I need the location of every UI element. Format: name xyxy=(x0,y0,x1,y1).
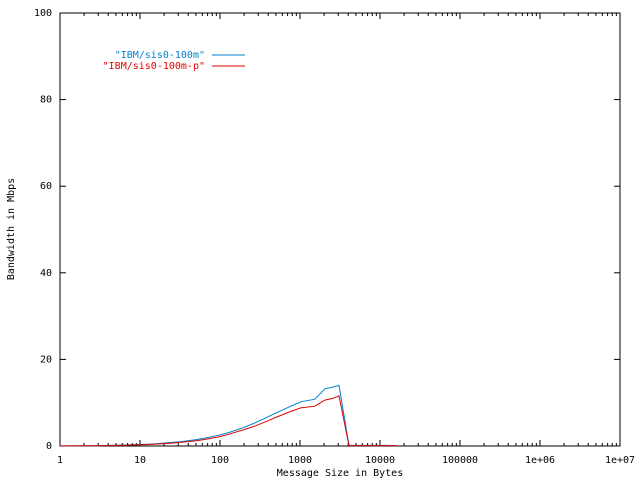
y-axis: 0 20 40 60 80 100 xyxy=(34,8,620,452)
x-axis: 1 10 100 1000 10000 100000 1e+06 1e+07 xyxy=(57,13,635,466)
y-axis-label: Bandwidth in Mbps xyxy=(6,178,17,280)
series-line-1 xyxy=(59,395,398,447)
legend-label-1: "IBM/sis0-100m-p" xyxy=(103,61,205,72)
y-tick-label: 80 xyxy=(40,95,52,106)
y-tick-label: 100 xyxy=(34,8,52,19)
y-tick-label: 40 xyxy=(40,268,52,279)
x-tick-label: 10 xyxy=(134,455,146,466)
y-tick-label: 20 xyxy=(40,354,52,365)
y-tick-label: 0 xyxy=(46,441,52,452)
legend: "IBM/sis0-100m""IBM/sis0-100m-p" xyxy=(103,50,245,72)
x-axis-label: Message Size in Bytes xyxy=(277,468,403,479)
x-tick-label: 100 xyxy=(211,455,229,466)
series-lines xyxy=(59,384,398,447)
x-tick-label: 1 xyxy=(57,455,63,466)
x-tick-label: 100000 xyxy=(442,455,478,466)
x-tick-label: 1e+07 xyxy=(605,455,635,466)
y-tick-label: 60 xyxy=(40,181,52,192)
x-tick-label: 10000 xyxy=(365,455,395,466)
series-line-0 xyxy=(59,384,398,447)
x-tick-label: 1000 xyxy=(288,455,312,466)
legend-label-0: "IBM/sis0-100m" xyxy=(115,50,205,61)
x-tick-label: 1e+06 xyxy=(525,455,555,466)
plot-frame xyxy=(59,12,621,447)
